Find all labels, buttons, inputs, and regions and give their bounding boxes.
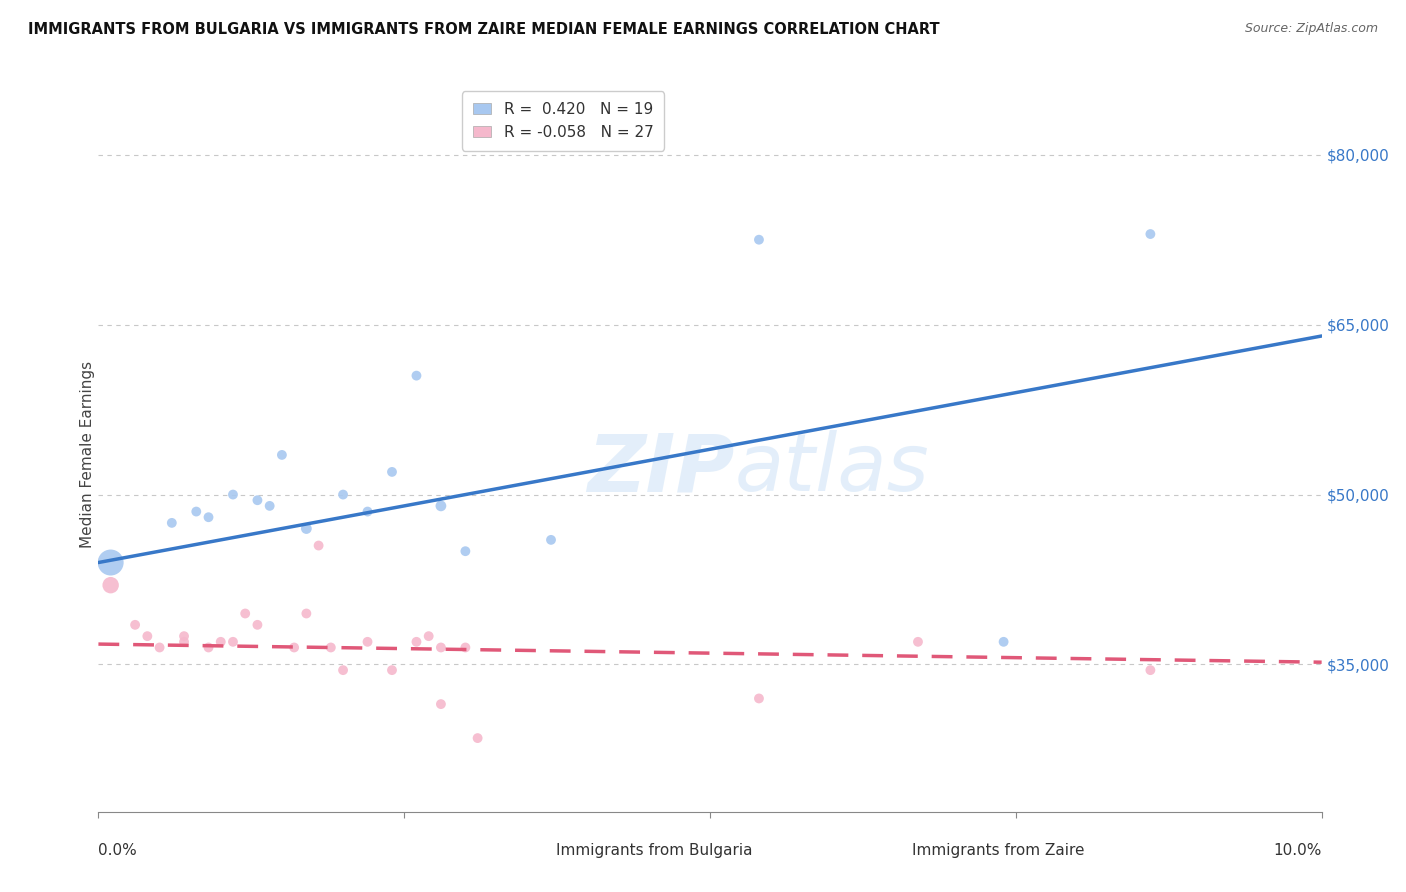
Point xyxy=(160,516,183,530)
Point xyxy=(308,539,330,553)
Point xyxy=(332,663,354,677)
Text: ZIP: ZIP xyxy=(588,430,734,508)
Point xyxy=(1139,663,1161,677)
Point xyxy=(209,635,232,649)
Point xyxy=(332,487,354,501)
Point xyxy=(381,663,404,677)
Point xyxy=(295,522,318,536)
Text: Immigrants from Zaire: Immigrants from Zaire xyxy=(912,843,1084,858)
Point xyxy=(748,233,770,247)
Point xyxy=(186,504,208,518)
Point xyxy=(100,556,122,570)
Text: 0.0%: 0.0% xyxy=(98,843,138,858)
Point xyxy=(259,499,281,513)
Point xyxy=(430,640,453,655)
Text: Immigrants from Bulgaria: Immigrants from Bulgaria xyxy=(555,843,752,858)
Point xyxy=(295,607,318,621)
Point xyxy=(197,510,219,524)
Point xyxy=(124,617,146,632)
Point xyxy=(319,640,342,655)
Point xyxy=(907,635,929,649)
Point xyxy=(467,731,489,745)
Point xyxy=(430,499,453,513)
Point xyxy=(222,487,245,501)
Point xyxy=(454,640,477,655)
Point xyxy=(993,635,1015,649)
Point xyxy=(233,607,256,621)
Point xyxy=(381,465,404,479)
Point xyxy=(246,617,269,632)
Text: atlas: atlas xyxy=(734,430,929,508)
Text: 10.0%: 10.0% xyxy=(1274,843,1322,858)
Point xyxy=(283,640,305,655)
Point xyxy=(405,368,427,383)
Point xyxy=(454,544,477,558)
Y-axis label: Median Female Earnings: Median Female Earnings xyxy=(80,361,94,549)
Point xyxy=(356,635,378,649)
Point xyxy=(149,640,172,655)
Legend: R =  0.420   N = 19, R = -0.058   N = 27: R = 0.420 N = 19, R = -0.058 N = 27 xyxy=(463,92,664,151)
Text: IMMIGRANTS FROM BULGARIA VS IMMIGRANTS FROM ZAIRE MEDIAN FEMALE EARNINGS CORRELA: IMMIGRANTS FROM BULGARIA VS IMMIGRANTS F… xyxy=(28,22,939,37)
Point xyxy=(173,629,195,643)
Point xyxy=(270,448,292,462)
Text: Source: ZipAtlas.com: Source: ZipAtlas.com xyxy=(1244,22,1378,36)
Point xyxy=(1139,227,1161,241)
Point xyxy=(246,493,269,508)
Point xyxy=(173,635,195,649)
Point xyxy=(197,640,219,655)
Point xyxy=(430,697,453,711)
Point xyxy=(418,629,440,643)
Point xyxy=(356,504,378,518)
Point xyxy=(405,635,427,649)
Point xyxy=(540,533,562,547)
Point xyxy=(748,691,770,706)
Point xyxy=(100,578,122,592)
Point xyxy=(222,635,245,649)
Point xyxy=(136,629,159,643)
